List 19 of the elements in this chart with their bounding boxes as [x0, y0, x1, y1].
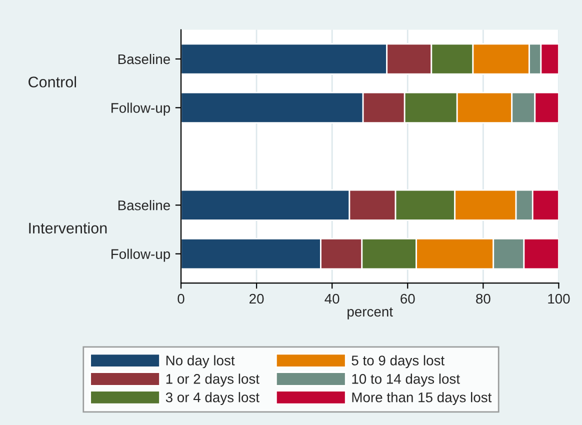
text: Intervention: [29, 222, 107, 234]
x-tick-label: 80: [476, 294, 490, 304]
legend-label: 3 or 4 days lost: [166, 392, 260, 406]
text: Control: [28, 76, 76, 88]
x-axis-title: percent: [348, 308, 393, 320]
x-tick-label: 20: [250, 294, 264, 304]
legend-label: 10 to 14 days lost: [352, 374, 460, 387]
y-tick-label: Follow-up: [112, 248, 170, 262]
x-tick-label: 0: [178, 294, 184, 304]
y-tick-label: Baseline: [118, 54, 170, 64]
legend-label: 1 or 2 days lost: [166, 374, 260, 387]
y-tick-label: Baseline: [118, 200, 170, 210]
y-tick-label: Follow-up: [112, 102, 170, 116]
legend-label: No day lost: [166, 355, 235, 368]
x-tick-label: 100: [548, 294, 570, 304]
legend-label: More than 15 days lost: [352, 392, 492, 406]
x-tick-label: 40: [324, 294, 340, 304]
legend-label: 5 to 9 days lost: [352, 355, 444, 368]
x-tick-label: 60: [400, 294, 415, 304]
